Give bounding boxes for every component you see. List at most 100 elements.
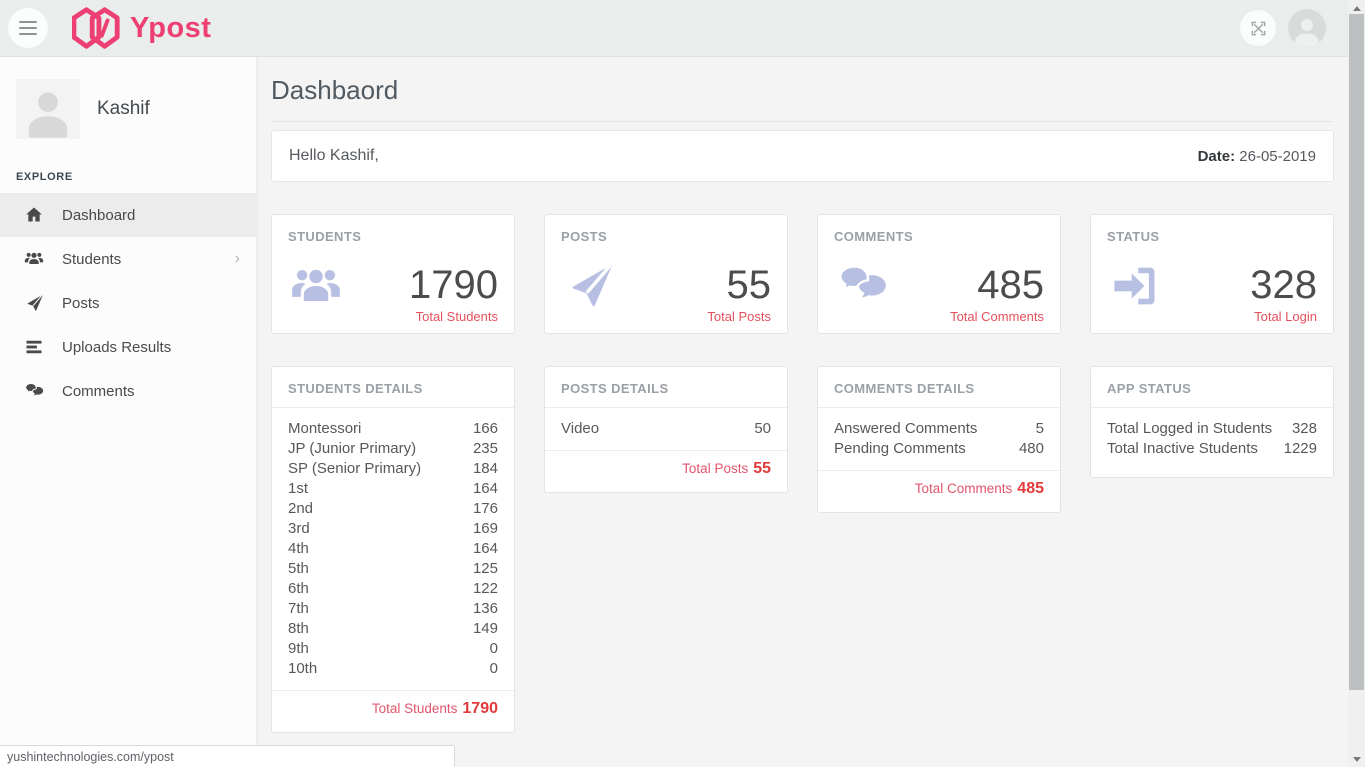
row-value: 176 bbox=[472, 500, 498, 517]
detail-row: 2nd 176 bbox=[288, 499, 498, 519]
users-icon bbox=[288, 260, 344, 312]
stat-value: 55 bbox=[726, 263, 772, 307]
sidebar-item-comments[interactable]: Comments bbox=[0, 369, 256, 413]
row-label: Video bbox=[561, 420, 600, 437]
page-title: Dashbaord bbox=[271, 75, 399, 105]
scroll-down-arrow[interactable] bbox=[1348, 751, 1365, 767]
row-label: 10th bbox=[288, 660, 318, 677]
row-label: Answered Comments bbox=[834, 420, 978, 437]
scrollbar-thumb[interactable] bbox=[1349, 14, 1364, 690]
row-value: 1229 bbox=[1283, 440, 1317, 457]
stat-card-title: COMMENTS bbox=[834, 229, 914, 244]
stat-card-title: STATUS bbox=[1107, 229, 1160, 244]
hamburger-menu-button[interactable] bbox=[8, 8, 48, 48]
row-value: 136 bbox=[472, 600, 498, 617]
footer-label: Total Posts bbox=[682, 461, 749, 476]
stat-card-status: STATUS 328 Total Login bbox=[1090, 214, 1334, 334]
stat-card-posts: POSTS 55 Total Posts bbox=[544, 214, 788, 334]
row-label: 7th bbox=[288, 600, 309, 617]
row-label: 5th bbox=[288, 560, 309, 577]
stat-card-title: STUDENTS bbox=[288, 229, 362, 244]
sidebar: Kashif EXPLORE Dashboard Students › bbox=[0, 57, 256, 767]
divider bbox=[272, 407, 514, 408]
menu-label: Students bbox=[62, 250, 122, 268]
row-value: 328 bbox=[1291, 420, 1317, 437]
fullscreen-button[interactable] bbox=[1240, 10, 1276, 46]
app-status-card: APP STATUS Total Logged in Students 328 T… bbox=[1090, 366, 1334, 478]
sidebar-item-posts[interactable]: Posts bbox=[0, 281, 256, 325]
scroll-up-arrow[interactable] bbox=[1348, 0, 1365, 16]
footer-value: 485 bbox=[1017, 480, 1044, 497]
row-label: Montessori bbox=[288, 420, 362, 437]
row-value: 149 bbox=[472, 620, 498, 637]
brand-name: Ypost bbox=[130, 11, 212, 44]
stat-cards-row: STUDENTS 1790 Total Students bbox=[271, 214, 1334, 334]
detail-card-footer: Total Comments 485 bbox=[818, 470, 1060, 498]
detail-row: 7th 136 bbox=[288, 599, 498, 619]
row-label: JP (Junior Primary) bbox=[288, 440, 417, 457]
stat-value: 1790 bbox=[409, 263, 498, 307]
stat-card-comments: COMMENTS 485 Total Comments bbox=[817, 214, 1061, 334]
detail-cards-row: STUDENTS DETAILS Montessori 166 JP (Junio… bbox=[271, 366, 1334, 733]
detail-card-footer: Total Posts 55 bbox=[545, 450, 787, 478]
row-value: 50 bbox=[754, 420, 771, 437]
detail-card-title: STUDENTS DETAILS bbox=[288, 381, 423, 396]
brand-logo[interactable]: Ypost bbox=[72, 6, 211, 50]
status-url: yushintechnologies.com/ypost bbox=[7, 749, 174, 764]
greeting-bar: Hello Kashif, Date: 26-05-2019 bbox=[271, 130, 1334, 182]
detail-row: SP (Senior Primary) 184 bbox=[288, 459, 498, 479]
ypost-logo-icon bbox=[72, 6, 122, 50]
comments-icon bbox=[24, 381, 44, 401]
sidebar-item-dashboard[interactable]: Dashboard bbox=[0, 193, 256, 237]
menu-label: Comments bbox=[62, 382, 135, 400]
triangle-down-icon bbox=[1352, 756, 1361, 762]
date-label: Date: bbox=[1197, 147, 1236, 165]
row-value: 480 bbox=[1018, 440, 1044, 457]
row-value: 122 bbox=[472, 580, 498, 597]
detail-row: Total Inactive Students 1229 bbox=[1107, 439, 1317, 459]
sign-in-icon bbox=[1107, 260, 1163, 312]
row-label: 4th bbox=[288, 540, 309, 557]
detail-row: Montessori 166 bbox=[288, 419, 498, 439]
user-avatar[interactable] bbox=[1288, 9, 1326, 47]
stat-card-students: STUDENTS 1790 Total Students bbox=[271, 214, 515, 334]
user-name: Kashif bbox=[97, 98, 150, 119]
row-value: 164 bbox=[472, 540, 498, 557]
vertical-scrollbar[interactable] bbox=[1348, 0, 1365, 767]
detail-row: Pending Comments 480 bbox=[834, 439, 1044, 459]
sidebar-profile: Kashif bbox=[0, 57, 256, 157]
detail-row: 6th 122 bbox=[288, 579, 498, 599]
date-value: 26-05-2019 bbox=[1239, 147, 1316, 165]
sidebar-section-label: EXPLORE bbox=[16, 171, 73, 183]
stat-value: 328 bbox=[1250, 263, 1317, 307]
home-icon bbox=[24, 205, 44, 225]
row-value: 235 bbox=[472, 440, 498, 457]
detail-row: JP (Junior Primary) 235 bbox=[288, 439, 498, 459]
menu-label: Uploads Results bbox=[62, 338, 172, 356]
divider bbox=[818, 407, 1060, 408]
main-content: Dashbaord Hello Kashif, Date: 26-05-2019… bbox=[256, 57, 1348, 767]
row-label: 1st bbox=[288, 480, 309, 497]
stat-footer: Total Posts bbox=[707, 309, 771, 324]
footer-label: Total Students bbox=[371, 701, 458, 716]
stat-footer: Total Students bbox=[415, 309, 498, 324]
row-value: 184 bbox=[472, 460, 498, 477]
students-details-card: STUDENTS DETAILS Montessori 166 JP (Junio… bbox=[271, 366, 515, 733]
sidebar-item-uploads-results[interactable]: Uploads Results bbox=[0, 325, 256, 369]
row-label: Total Logged in Students bbox=[1107, 420, 1273, 437]
row-label: Pending Comments bbox=[834, 440, 966, 457]
detail-card-title: APP STATUS bbox=[1107, 381, 1192, 396]
detail-row: Answered Comments 5 bbox=[834, 419, 1044, 439]
top-bar: Ypost bbox=[0, 0, 1348, 57]
row-value: 0 bbox=[489, 660, 498, 677]
date-display: Date: 26-05-2019 bbox=[1198, 148, 1316, 165]
detail-row: 9th 0 bbox=[288, 639, 498, 659]
stat-card-title: POSTS bbox=[561, 229, 608, 244]
list-icon bbox=[24, 337, 44, 357]
stat-footer: Total Login bbox=[1254, 309, 1317, 324]
detail-row: 4th 164 bbox=[288, 539, 498, 559]
row-label: 3rd bbox=[288, 520, 310, 537]
sidebar-item-students[interactable]: Students › bbox=[0, 237, 256, 281]
row-label: SP (Senior Primary) bbox=[288, 460, 422, 477]
detail-row: Video 50 bbox=[561, 419, 771, 439]
